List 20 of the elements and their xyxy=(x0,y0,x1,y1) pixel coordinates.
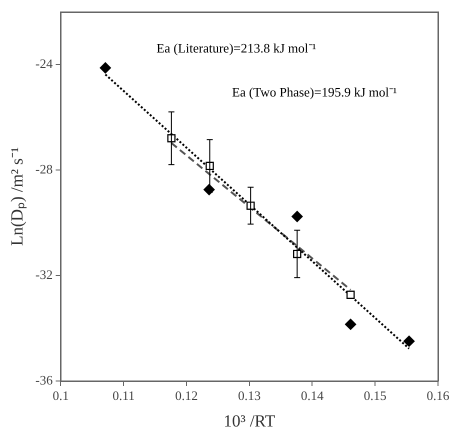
x-tick-label: 0.13 xyxy=(238,388,261,404)
y-tick-label: -24 xyxy=(35,56,54,72)
x-tick-label: 0.15 xyxy=(364,388,386,404)
y-tick-label: -32 xyxy=(35,266,53,282)
point xyxy=(100,62,111,74)
x-tick-label: 0.16 xyxy=(426,388,450,404)
point xyxy=(403,336,415,347)
x-axis-title: 10³ /RT xyxy=(223,411,276,430)
y-axis-title: Ln(Dₚ) /m² s⁻¹ xyxy=(8,147,28,246)
annotation: Ea (Literature)=213.8 kJ mol⁻¹ xyxy=(156,40,316,56)
y-tick-label: -36 xyxy=(35,372,54,388)
point xyxy=(292,210,303,222)
annotation: Ea (Two Phase)=195.9 kJ mol⁻¹ xyxy=(232,84,397,100)
point xyxy=(346,290,355,299)
x-tick-label: 0.1 xyxy=(52,388,69,404)
x-tick-label: 0.11 xyxy=(112,388,135,404)
x-tick-label: 0.14 xyxy=(300,388,324,404)
point xyxy=(345,318,356,330)
y-tick-label: -28 xyxy=(35,162,53,177)
x-tick-label: 0.12 xyxy=(175,388,198,404)
